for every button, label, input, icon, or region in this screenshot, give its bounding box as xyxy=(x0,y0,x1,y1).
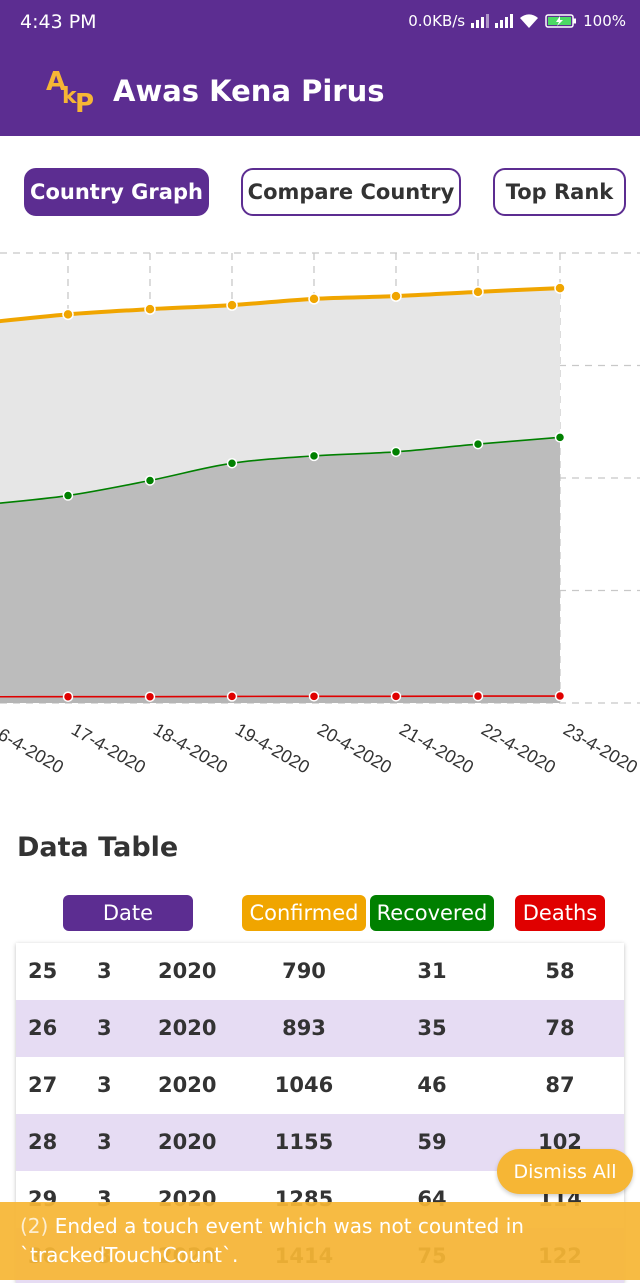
x-tick-label: 20-4-2020 xyxy=(314,719,395,777)
cell-day: 28 xyxy=(28,1130,58,1154)
chart-points xyxy=(62,282,566,702)
cell-recovered: 35 xyxy=(417,1016,447,1040)
cell-year: 2020 xyxy=(158,959,217,983)
status-time: 4:43 PM xyxy=(20,11,97,33)
tab-country-graph[interactable]: Country Graph xyxy=(24,168,209,216)
cell-year: 2020 xyxy=(158,1016,217,1040)
wifi-icon xyxy=(520,14,539,28)
toast-message-box: (2) Ended a touch event which was not co… xyxy=(20,1212,620,1270)
deaths-point xyxy=(62,691,74,702)
deaths-point xyxy=(390,691,402,702)
confirmed-point xyxy=(226,299,238,311)
cell-day: 26 xyxy=(28,1016,58,1040)
table-row[interactable]: 27 3 2020 1046 46 87 xyxy=(16,1057,624,1114)
svg-text:k: k xyxy=(62,84,78,109)
x-tick-label: 23-4-2020 xyxy=(560,719,640,777)
x-tick-label: 22-4-2020 xyxy=(478,719,559,777)
x-tick-label: 16-4-2020 xyxy=(0,719,67,777)
chart-lines xyxy=(0,286,561,698)
confirmed-point xyxy=(390,290,402,302)
deaths-point xyxy=(144,691,156,702)
confirmed-line xyxy=(0,286,561,324)
confirmed-point xyxy=(62,308,74,321)
deaths-point xyxy=(308,691,320,702)
cell-confirmed: 893 xyxy=(282,1016,326,1040)
dismiss-all-button[interactable]: Dismiss All xyxy=(497,1149,633,1194)
deaths-header[interactable]: Deaths xyxy=(515,895,605,931)
toast-message: Ended a touch event which was not counte… xyxy=(20,1214,524,1267)
cell-month: 3 xyxy=(97,1016,112,1040)
status-right: 0.0KB/s 100% xyxy=(408,12,626,30)
toast-count: (2) xyxy=(20,1214,49,1238)
confirmed-header[interactable]: Confirmed xyxy=(242,895,366,931)
signal-icon xyxy=(471,14,490,28)
confirmed-point xyxy=(554,282,566,294)
svg-text:P: P xyxy=(75,89,94,116)
recovered-point xyxy=(226,457,238,469)
battery-level: 100% xyxy=(583,12,626,30)
tab-top-rank[interactable]: Top Rank xyxy=(493,168,626,216)
cell-day: 27 xyxy=(28,1073,58,1097)
cell-deaths: 58 xyxy=(545,959,575,983)
x-tick-label: 19-4-2020 xyxy=(232,719,313,777)
cell-deaths: 78 xyxy=(545,1016,575,1040)
cell-confirmed: 1155 xyxy=(274,1130,334,1154)
recovered-point xyxy=(62,490,74,501)
cell-confirmed: 790 xyxy=(282,959,326,983)
cell-month: 3 xyxy=(97,1130,112,1154)
cell-day: 25 xyxy=(28,959,58,983)
recovered-point xyxy=(390,446,402,458)
recovered-point xyxy=(472,438,484,450)
deaths-point xyxy=(472,690,484,702)
chart-areas xyxy=(0,288,560,703)
deaths-area xyxy=(0,696,560,703)
x-tick-label: 17-4-2020 xyxy=(68,719,149,777)
app-bar: A k P Awas Kena Pirus xyxy=(0,44,640,136)
table-row[interactable]: 26 3 2020 893 35 78 xyxy=(16,1000,624,1057)
x-tick-label: 21-4-2020 xyxy=(396,719,477,777)
table-row[interactable]: 25 3 2020 790 31 58 xyxy=(16,943,624,1000)
cell-year: 2020 xyxy=(158,1130,217,1154)
cell-recovered: 31 xyxy=(417,959,447,983)
x-tick-label: 18-4-2020 xyxy=(150,719,231,777)
recovered-header[interactable]: Recovered xyxy=(370,895,494,931)
cell-recovered: 46 xyxy=(417,1073,447,1097)
confirmed-point xyxy=(308,293,320,305)
country-chart[interactable]: 16-4-2020 17-4-2020 18-4-2020 19-4-2020 20-4… xyxy=(0,240,640,800)
confirmed-point xyxy=(472,286,484,298)
recovered-line xyxy=(0,436,561,504)
deaths-point xyxy=(554,690,566,702)
deaths-point xyxy=(226,691,238,702)
recovered-point xyxy=(554,432,566,443)
confirmed-point xyxy=(144,303,156,315)
app-logo-icon: A k P xyxy=(46,67,94,116)
battery-icon xyxy=(545,14,577,28)
deaths-line xyxy=(0,695,561,698)
chart-x-labels: 16-4-2020 17-4-2020 18-4-2020 19-4-2020 20-4… xyxy=(0,719,640,777)
recovered-point xyxy=(308,450,320,462)
cell-month: 3 xyxy=(97,1073,112,1097)
cell-confirmed: 1046 xyxy=(274,1073,334,1097)
tab-compare-country[interactable]: Compare Country xyxy=(241,168,461,216)
recovered-area xyxy=(0,437,560,703)
recovered-point xyxy=(144,475,156,486)
cell-deaths: 87 xyxy=(545,1073,575,1097)
signal-icon-2 xyxy=(495,14,514,28)
data-table-title: Data Table xyxy=(17,832,179,863)
cell-year: 2020 xyxy=(158,1073,217,1097)
tab-bar: Country Graph Compare Country Top Rank xyxy=(0,168,640,220)
warning-toast[interactable]: (2) Ended a touch event which was not co… xyxy=(0,1202,640,1280)
date-header[interactable]: Date xyxy=(63,895,193,931)
net-speed: 0.0KB/s xyxy=(408,12,466,30)
cell-month: 3 xyxy=(97,959,112,983)
svg-text:A: A xyxy=(46,67,66,97)
cell-recovered: 59 xyxy=(417,1130,447,1154)
app-title: Awas Kena Pirus xyxy=(113,74,385,108)
status-bar: 4:43 PM 0.0KB/s 100% xyxy=(0,0,640,44)
